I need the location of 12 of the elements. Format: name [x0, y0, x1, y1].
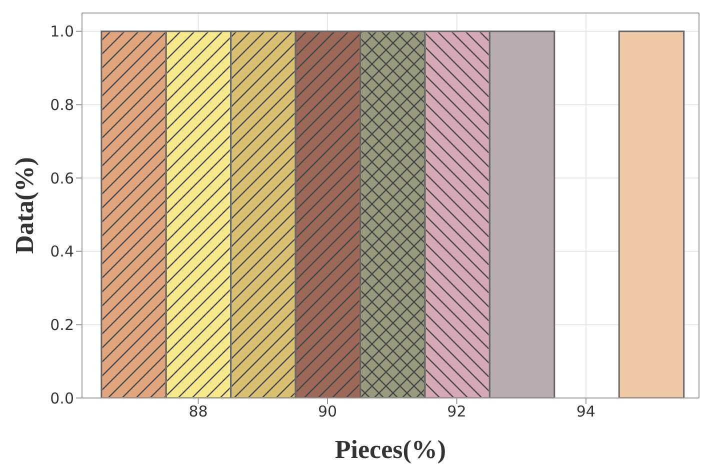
x-tick-label: 90 [318, 402, 338, 421]
x-tick-label: 88 [188, 402, 208, 421]
y-tick-label: 0.4 [50, 242, 74, 261]
x-tick-label: 92 [447, 402, 466, 421]
y-tick-label: 0.0 [50, 389, 74, 408]
x-axis-title: Pieces(%) [334, 435, 446, 464]
y-tick-label: 0.6 [50, 169, 74, 188]
x-tick-label: 94 [576, 402, 596, 421]
y-tick-label: 1.0 [50, 22, 74, 41]
y-axis-title: Data(%) [10, 157, 40, 254]
y-tick-label: 0.8 [50, 96, 74, 114]
y-tick-label: 0.2 [50, 316, 74, 334]
